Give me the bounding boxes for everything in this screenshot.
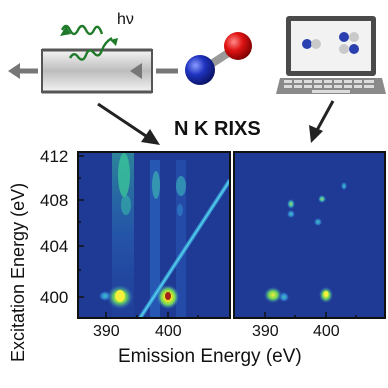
arrow-right-icon [309, 100, 335, 143]
left-x-tick-400: 400 [155, 323, 182, 340]
x-axis-ticks [105, 312, 357, 318]
y-axis [78, 155, 84, 298]
y-tick-400: 400 [40, 288, 68, 307]
figure-heading: N K RIXS [174, 118, 261, 140]
left-x-tick-390: 390 [93, 323, 120, 340]
no-molecule-icon [185, 32, 252, 85]
y-axis-title: Excitation Energy (eV) [8, 183, 28, 362]
y-tick-408: 408 [40, 191, 68, 210]
flow-arrow-right-icon [130, 63, 178, 79]
photon-wave-icon [60, 24, 118, 61]
photon-label: hν [117, 11, 134, 28]
y-tick-412: 412 [40, 147, 68, 166]
right-rixs-map [234, 152, 385, 318]
right-x-tick-400: 400 [313, 323, 340, 340]
left-rixs-map [78, 152, 230, 318]
arrow-left-icon [97, 102, 160, 145]
right-x-tick-390: 390 [252, 323, 279, 340]
y-tick-404: 404 [40, 237, 68, 256]
left-map-frame [77, 151, 231, 319]
laptop-icon [276, 16, 386, 94]
flow-arrow-left-icon [8, 63, 38, 79]
x-axis-title: Emission Energy (eV) [118, 346, 302, 367]
right-map-frame [233, 151, 386, 319]
